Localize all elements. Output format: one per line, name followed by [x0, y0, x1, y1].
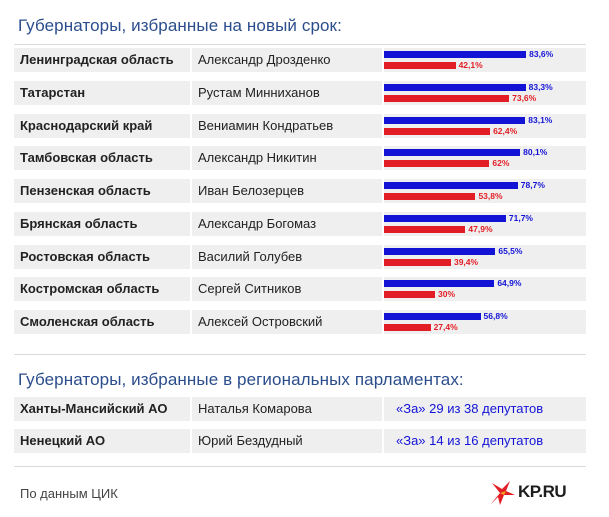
- region-label: Костромская область: [14, 277, 190, 302]
- region-label: Татарстан: [14, 80, 190, 105]
- bar-pair: 71,7% 47,9%: [384, 211, 586, 236]
- divider: [14, 44, 586, 45]
- kp-logo: KP.RU: [488, 479, 578, 507]
- governor-name: Александр Никитин: [192, 146, 382, 171]
- bar-pair: 65,5% 39,4%: [384, 244, 586, 269]
- data-label-blue: 80,1%: [523, 147, 548, 158]
- bar-pair: 83,1% 62,4%: [384, 113, 586, 138]
- vote-result: «За» 29 из 38 депутатов: [384, 397, 586, 421]
- source-note: По данным ЦИК: [20, 486, 118, 501]
- chart-row: Татарстан Рустам Минниханов 83,3% 73,6%: [14, 80, 586, 105]
- governor-name: Василий Голубев: [192, 244, 382, 269]
- bar-red: [384, 324, 431, 331]
- data-label-red: 62%: [492, 158, 510, 169]
- bar-blue: [384, 280, 495, 288]
- governor-name: Наталья Комарова: [192, 397, 382, 421]
- bar-red: [384, 127, 491, 135]
- bar-pair: 64,9% 30%: [384, 277, 586, 302]
- bar-pair: 83,6% 42,1%: [384, 48, 586, 72]
- bar-red: [384, 258, 451, 266]
- kp-logo-text: KP.RU: [518, 482, 567, 501]
- data-label-blue: 83,1%: [528, 114, 553, 125]
- parliament-row: Ненецкий АО Юрий Бездудный «За» 14 из 16…: [14, 429, 586, 453]
- bar-blue: [384, 149, 521, 157]
- bar-red: [384, 160, 490, 168]
- data-label-blue: 83,3%: [528, 81, 553, 92]
- chart-row: Ростовская область Василий Голубев 65,5% 39…: [14, 244, 586, 269]
- bar-blue: [384, 182, 518, 189]
- governor-name: Александр Богомаз: [192, 211, 382, 236]
- bar-blue: [384, 247, 496, 255]
- bar-pair: 83,3% 73,6%: [384, 80, 586, 105]
- divider: [14, 466, 586, 467]
- parliament-row: Ханты-Мансийский АО Наталья Комарова «За…: [14, 397, 586, 421]
- infographic: Губернаторы, избранные на новый срок: Ле…: [4, 4, 604, 513]
- vote-result: «За» 14 из 16 депутатов: [384, 429, 586, 453]
- bar-blue: [384, 313, 481, 320]
- data-label-blue: 78,7%: [520, 180, 545, 190]
- divider: [14, 354, 586, 355]
- bar-blue: [384, 214, 506, 222]
- kp-logo-icon: [490, 481, 515, 505]
- region-label: Краснодарский край: [14, 113, 190, 138]
- region-label: Пензенская область: [14, 179, 190, 203]
- governor-name: Рустам Минниханов: [192, 80, 382, 105]
- governor-name: Юрий Бездудный: [192, 429, 382, 453]
- governor-name: Вениамин Кондратьев: [192, 113, 382, 138]
- governor-name: Сергей Ситников: [192, 277, 382, 302]
- region-label: Ленинградская область: [14, 48, 190, 72]
- governor-name: Алексей Островский: [192, 310, 382, 334]
- bar-pair: 56,8% 27,4%: [384, 310, 586, 334]
- bar-red: [384, 94, 510, 102]
- bar-blue: [384, 83, 526, 91]
- bar-red: [384, 291, 435, 299]
- region-label: Ненецкий АО: [14, 429, 190, 453]
- chart-row: Смоленская область Алексей Островский 56,8…: [14, 310, 586, 334]
- region-label: Тамбовская область: [14, 146, 190, 171]
- bar-red: [384, 225, 466, 233]
- data-label-blue: 83,6%: [529, 49, 554, 59]
- bar-pair: 78,7% 53,8%: [384, 179, 586, 203]
- data-label-red: 53,8%: [478, 191, 503, 201]
- region-label: Ханты-Мансийский АО: [14, 397, 190, 421]
- data-label-red: 30%: [438, 289, 456, 300]
- data-label-red: 27,4%: [433, 322, 458, 332]
- new-term-title: Губернаторы, избранные на новый срок:: [18, 16, 342, 35]
- bar-pair: 80,1% 62%: [384, 146, 586, 171]
- data-label-red: 62,4%: [493, 125, 518, 136]
- data-label-blue: 56,8%: [483, 311, 508, 321]
- region-label: Смоленская область: [14, 310, 190, 334]
- governor-name: Александр Дрозденко: [192, 48, 382, 72]
- bar-blue: [384, 116, 526, 124]
- bar-red: [384, 62, 456, 69]
- data-label-red: 47,9%: [468, 223, 493, 234]
- region-label: Брянская область: [14, 211, 190, 236]
- parliament-title: Губернаторы, избранные в региональных па…: [18, 370, 464, 389]
- data-label-blue: 65,5%: [498, 245, 523, 256]
- data-label-blue: 64,9%: [497, 278, 522, 289]
- data-label-red: 73,6%: [512, 92, 537, 103]
- governor-name: Иван Белозерцев: [192, 179, 382, 203]
- bar-red: [384, 193, 476, 200]
- data-label-red: 39,4%: [453, 256, 479, 267]
- chart-row: Краснодарский край Вениамин Кондратьев 83,…: [14, 113, 586, 138]
- bar-blue: [384, 51, 527, 58]
- data-label-blue: 71,7%: [508, 212, 533, 223]
- chart-row: Ленинградская область Александр Дрозденко…: [14, 48, 586, 72]
- chart-row: Тамбовская область Александр Никитин 80,1%…: [14, 146, 586, 171]
- region-label: Ростовская область: [14, 244, 190, 269]
- data-label-red: 42,1%: [458, 60, 483, 70]
- chart-row: Пензенская область Иван Белозерцев 78,7% 53…: [14, 179, 586, 203]
- chart-row: Брянская область Александр Богомаз 71,7% 47…: [14, 211, 586, 236]
- chart-row: Костромская область Сергей Ситников 64,9% 3…: [14, 277, 586, 302]
